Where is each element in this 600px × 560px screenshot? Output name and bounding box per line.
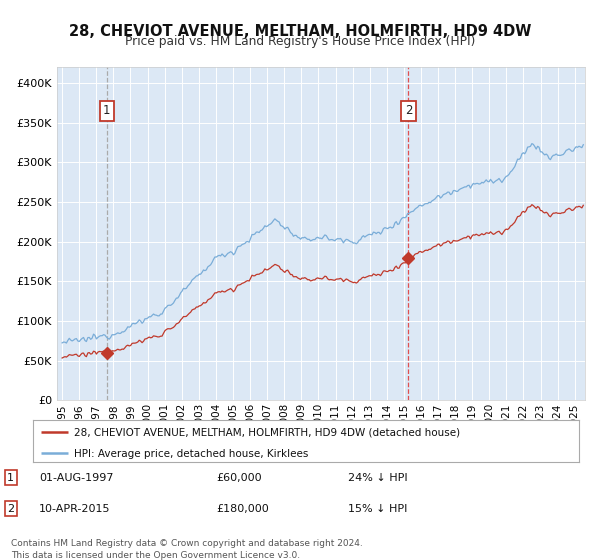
Text: 15% ↓ HPI: 15% ↓ HPI [348, 503, 407, 514]
Text: 28, CHEVIOT AVENUE, MELTHAM, HOLMFIRTH, HD9 4DW: 28, CHEVIOT AVENUE, MELTHAM, HOLMFIRTH, … [69, 24, 531, 39]
Text: 2: 2 [405, 104, 412, 118]
Text: 1: 1 [7, 473, 14, 483]
Text: 01-AUG-1997: 01-AUG-1997 [39, 473, 113, 483]
Text: 24% ↓ HPI: 24% ↓ HPI [348, 473, 407, 483]
Text: Contains HM Land Registry data © Crown copyright and database right 2024.
This d: Contains HM Land Registry data © Crown c… [11, 539, 362, 559]
Text: 2: 2 [7, 503, 14, 514]
Text: Price paid vs. HM Land Registry's House Price Index (HPI): Price paid vs. HM Land Registry's House … [125, 35, 475, 48]
Text: £60,000: £60,000 [216, 473, 262, 483]
Text: 28, CHEVIOT AVENUE, MELTHAM, HOLMFIRTH, HD9 4DW (detached house): 28, CHEVIOT AVENUE, MELTHAM, HOLMFIRTH, … [74, 428, 460, 437]
Text: 10-APR-2015: 10-APR-2015 [39, 503, 110, 514]
Text: £180,000: £180,000 [216, 503, 269, 514]
Text: 1: 1 [103, 104, 110, 118]
Text: HPI: Average price, detached house, Kirklees: HPI: Average price, detached house, Kirk… [74, 449, 308, 459]
